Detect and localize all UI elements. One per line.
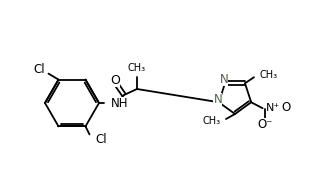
- Text: Cl: Cl: [95, 133, 107, 146]
- Text: CH₃: CH₃: [260, 70, 278, 80]
- Text: NH: NH: [111, 96, 128, 109]
- Text: N: N: [220, 73, 228, 86]
- Text: CH₃: CH₃: [128, 62, 146, 73]
- Text: O: O: [281, 101, 291, 114]
- Text: O: O: [110, 74, 120, 87]
- Text: N: N: [214, 93, 222, 106]
- Text: CH₃: CH₃: [202, 116, 220, 126]
- Text: Cl: Cl: [33, 63, 44, 76]
- Text: N⁺: N⁺: [266, 103, 280, 113]
- Text: O⁻: O⁻: [257, 118, 272, 131]
